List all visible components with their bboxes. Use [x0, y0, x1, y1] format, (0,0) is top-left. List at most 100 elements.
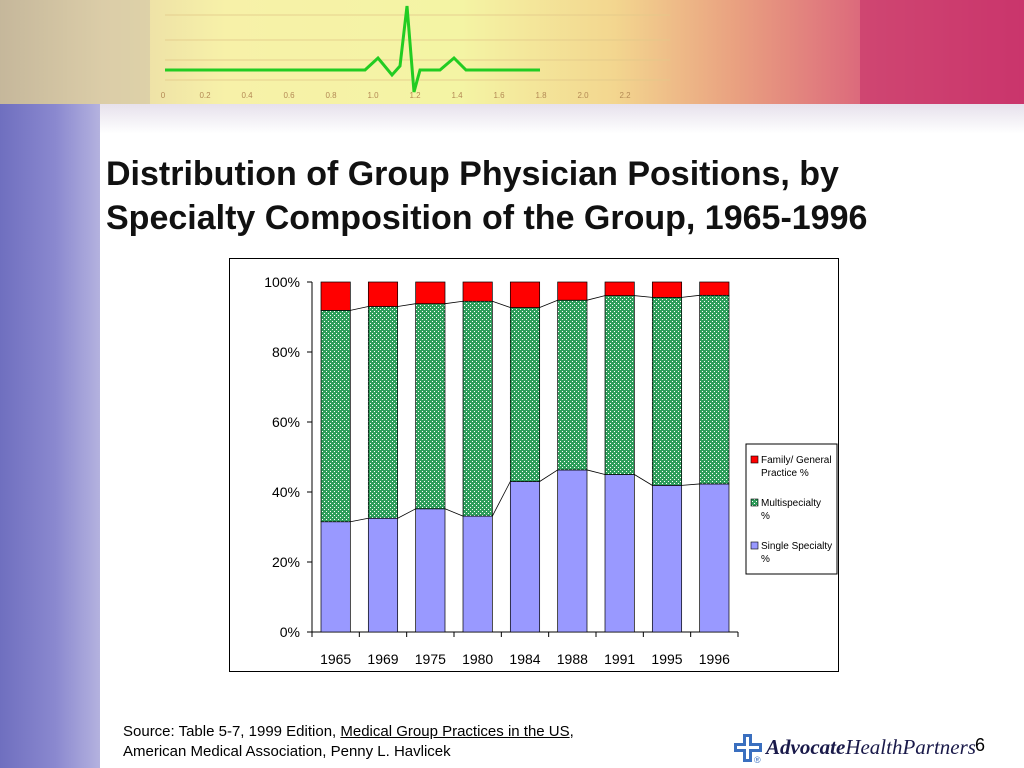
y-tick-label: 20% — [272, 554, 300, 570]
source-prefix: Source: Table 5-7, 1999 Edition, — [123, 723, 341, 740]
bar-segment — [604, 474, 635, 633]
scale-label: 1.0 — [367, 91, 379, 100]
logo-rest: HealthPartners — [845, 735, 976, 759]
scale-label: 0.6 — [283, 91, 295, 100]
x-tick-label: 1975 — [415, 651, 446, 667]
ecg-graphic: 0 0.2 0.4 0.6 0.8 1.0 1.2 1.4 1.6 1.8 2.0 2.2 — [0, 0, 1024, 104]
scale-label: 1.8 — [535, 91, 547, 100]
series-line — [350, 517, 369, 523]
hands-photo-left — [0, 0, 150, 104]
x-tick-label: 1988 — [557, 651, 588, 667]
scale-labels: 0 0.2 0.4 0.6 0.8 1.0 1.2 1.4 1.6 1.8 2.0 2.2 — [161, 91, 631, 100]
legend-swatch — [750, 541, 759, 550]
slide-title: Distribution of Group Physician Position… — [106, 152, 1006, 240]
y-tick-label: 0% — [280, 624, 300, 640]
logo-bold: Advocate — [766, 735, 846, 759]
series-line — [681, 294, 700, 298]
bar-segment — [509, 481, 541, 633]
bar-segment — [604, 281, 635, 296]
scale-label: 0.8 — [325, 91, 337, 100]
bar-segment — [462, 281, 493, 302]
x-tick-label: 1980 — [462, 651, 493, 667]
legend-label: Practice % — [761, 468, 809, 479]
scale-label: 1.2 — [409, 91, 421, 100]
legend-swatch — [750, 455, 759, 464]
registered-mark: ® — [754, 755, 761, 765]
title-line-2: Specialty Composition of the Group, 1965… — [106, 199, 868, 237]
bar-segment — [509, 281, 541, 308]
bar-segment — [367, 306, 399, 519]
legend-box — [745, 443, 838, 575]
series-line — [681, 483, 700, 486]
source-note: Source: Table 5-7, 1999 Edition, Medical… — [123, 722, 683, 762]
bar-segment — [367, 517, 399, 633]
left-accent-bar — [0, 104, 100, 768]
series-line — [539, 299, 558, 308]
bar-segment — [320, 521, 351, 633]
chart-area: 0% 20% 40% 60% 80% 100% 1965 1969 1975 1980 1984 19… — [229, 258, 839, 672]
series-line — [634, 474, 653, 486]
header-banner: 0 0.2 0.4 0.6 0.8 1.0 1.2 1.4 1.6 1.8 2.0 2.2 — [0, 0, 1024, 104]
legend-label: % — [761, 511, 770, 522]
scale-label: 0 — [161, 91, 166, 100]
series-line — [492, 300, 511, 308]
x-tick-label: 1969 — [367, 651, 398, 667]
x-tick-label: 1991 — [604, 651, 635, 667]
y-tick-label: 40% — [272, 484, 300, 500]
title-line-1: Distribution of Group Physician Position… — [106, 155, 839, 193]
source-link[interactable]: Medical Group Practices in the US — [340, 723, 570, 740]
y-tick-label: 80% — [272, 344, 300, 360]
pen-photo-right — [860, 0, 1024, 104]
bar-segment — [651, 281, 683, 298]
stacked-bar-chart: 0% 20% 40% 60% 80% 100% 1965 1969 1975 1980 1984 19… — [264, 274, 838, 667]
source-suffix: , — [569, 723, 574, 740]
series-line — [586, 469, 606, 475]
series-line — [444, 300, 464, 305]
scale-label: 0.2 — [199, 91, 211, 100]
bar-segment — [651, 485, 683, 633]
bar-segment — [415, 508, 446, 633]
bar-segment — [557, 469, 588, 633]
y-tick-label: 60% — [272, 414, 300, 430]
bar-segment — [320, 309, 351, 523]
bar-segment — [415, 303, 446, 510]
x-tick-label: 1995 — [651, 651, 682, 667]
scale-label: 1.6 — [493, 91, 505, 100]
series-line — [397, 303, 416, 307]
series-line — [397, 508, 416, 519]
bar-segment — [699, 281, 730, 296]
bar-segment — [651, 297, 683, 486]
y-tick-label: 100% — [264, 274, 300, 290]
legend-label: Multispecialty — [761, 498, 821, 509]
scale-label: 2.2 — [619, 91, 631, 100]
legend-label: Single Specialty — [761, 541, 832, 552]
logo-wordmark: AdvocateHealthPartners — [766, 735, 976, 760]
legend-swatch — [750, 498, 759, 507]
bar-segment — [462, 515, 493, 633]
scale-label: 2.0 — [577, 91, 589, 100]
scale-label: 1.4 — [451, 91, 463, 100]
bar-segment — [557, 281, 588, 301]
scale-label: 0.4 — [241, 91, 253, 100]
source-line-2: American Medical Association, Penny L. H… — [123, 743, 451, 760]
ecg-trace — [165, 5, 540, 93]
series-line — [539, 469, 558, 482]
bar-segment — [699, 294, 730, 485]
advocate-logo: AdvocateHealthPartners ® — [732, 731, 976, 765]
series-line — [634, 295, 653, 298]
bar-segment — [699, 483, 730, 633]
banner-fade — [0, 104, 1024, 134]
series-line — [350, 306, 369, 311]
page-number: 6 — [975, 735, 986, 755]
x-tick-label: 1996 — [699, 651, 730, 667]
legend-label: Family/ General — [761, 455, 832, 466]
legend-label: % — [761, 554, 770, 565]
x-tick-label: 1984 — [509, 651, 540, 667]
bar-segment — [367, 281, 399, 307]
bar-segment — [462, 300, 493, 517]
bar-segment — [557, 299, 588, 471]
bar-segment — [320, 281, 351, 311]
bar-segment — [509, 307, 541, 482]
bar-segment — [415, 281, 446, 305]
series-line — [491, 481, 511, 517]
